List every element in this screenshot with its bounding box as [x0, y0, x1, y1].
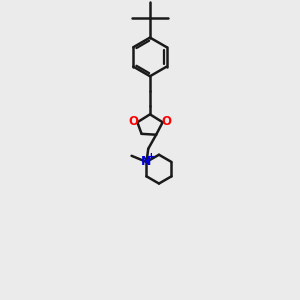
Text: N: N	[141, 155, 151, 168]
Text: O: O	[128, 115, 139, 128]
Text: O: O	[161, 115, 172, 128]
Text: +: +	[146, 152, 155, 162]
